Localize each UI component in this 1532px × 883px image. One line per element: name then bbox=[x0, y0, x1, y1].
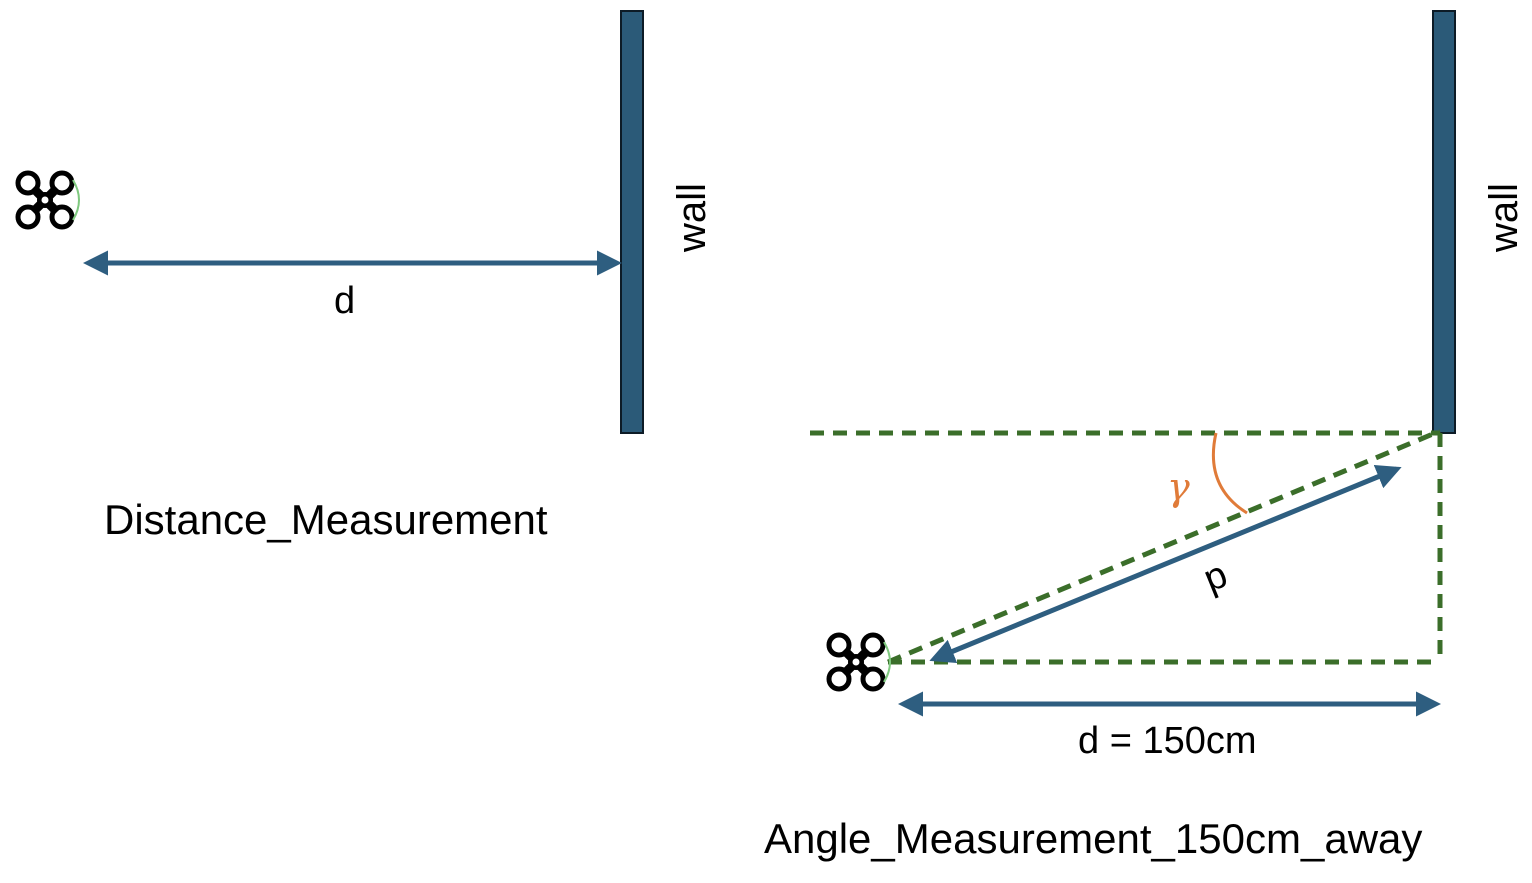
path-arrow bbox=[929, 465, 1402, 663]
angle-label: γ bbox=[1167, 465, 1190, 509]
left-wall bbox=[620, 10, 644, 434]
right-distance-label: d = 150cm bbox=[1078, 720, 1257, 762]
hypotenuse-dashed bbox=[887, 428, 1441, 665]
right-wall bbox=[1432, 10, 1456, 434]
left-wall-label: wall bbox=[670, 183, 714, 252]
drone-icon bbox=[829, 635, 890, 689]
left-distance-label: d bbox=[334, 280, 356, 322]
drone-icon bbox=[18, 173, 79, 227]
angle-arc bbox=[1211, 432, 1248, 515]
right-caption: Angle_Measurement_150cm_away bbox=[764, 815, 1423, 862]
right-wall-label: wall bbox=[1482, 183, 1526, 252]
left-caption: Distance_Measurement bbox=[104, 496, 548, 543]
